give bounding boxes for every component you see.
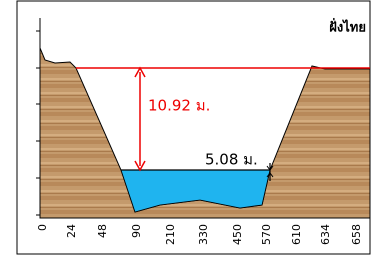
x-axis-label: 90 — [130, 224, 143, 238]
x-axis-label: 48 — [96, 224, 109, 238]
x-axis-label: 210 — [164, 224, 177, 245]
y-axis-ticks — [36, 31, 40, 215]
cross-section-figure: 10.92 ม. 5.08 ม. ฝั่งไทย 0 24 48 90 210 330 45… — [0, 0, 371, 255]
x-axis-label: 634 — [319, 224, 332, 245]
x-axis-label: 24 — [65, 224, 78, 238]
x-axis-label: 0 — [36, 224, 49, 231]
x-axis-label: 610 — [290, 224, 303, 245]
x-axis-label: 570 — [260, 224, 273, 245]
x-axis-labels: 0 24 48 90 210 330 450 570 610 634 658 — [36, 224, 363, 245]
depth-label: 5.08 ม. — [205, 151, 258, 169]
height-label: 10.92 ม. — [148, 97, 210, 115]
x-axis-label: 450 — [231, 224, 244, 245]
x-axis-label: 658 — [350, 224, 363, 245]
bank-label: ฝั่งไทย — [329, 18, 366, 36]
x-axis-label: 330 — [197, 224, 210, 245]
